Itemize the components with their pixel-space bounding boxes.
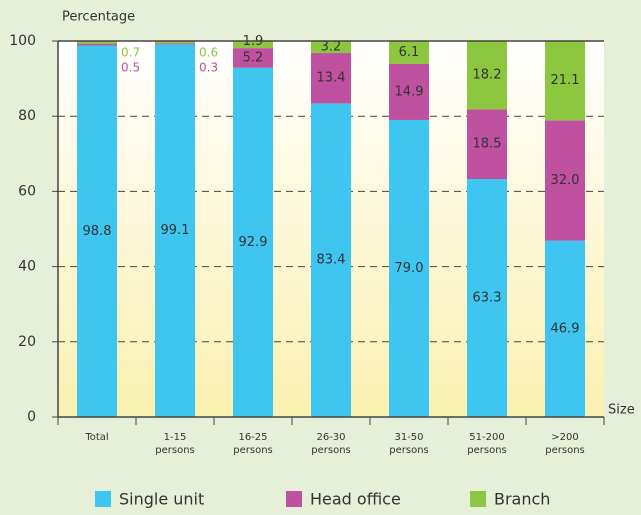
- data-label: 18.5: [473, 137, 502, 152]
- data-label: 0.6: [199, 46, 218, 60]
- data-label: 63.3: [473, 290, 502, 305]
- y-tick-label: 0: [27, 409, 36, 425]
- y-tick-label: 80: [18, 108, 36, 124]
- data-label: 79.0: [395, 261, 424, 276]
- data-label: 13.4: [317, 71, 346, 86]
- data-label: 0.7: [121, 46, 140, 60]
- y-tick-label: 60: [18, 183, 36, 199]
- x-tick-label: 31-50 persons: [389, 432, 429, 456]
- x-tick-label: 16-25 persons: [233, 432, 273, 456]
- data-label: 18.2: [473, 68, 502, 83]
- data-label: 21.1: [551, 73, 580, 88]
- bar-segment: [545, 41, 585, 121]
- bar-segment: [233, 41, 273, 49]
- bar-segment: [155, 41, 195, 44]
- data-label: 83.4: [317, 253, 346, 268]
- y-axis-label: Percentage: [62, 10, 135, 25]
- legend-swatch: [286, 491, 302, 507]
- y-tick-label: 100: [9, 33, 36, 49]
- bar-segment: [389, 119, 429, 418]
- legend-label: Branch: [494, 490, 550, 509]
- bar-segment: [467, 109, 507, 179]
- data-label: 46.9: [551, 321, 580, 336]
- bar-segment: [389, 63, 429, 120]
- legend-swatch: [95, 491, 111, 507]
- legend-label: Single unit: [119, 490, 204, 509]
- x-tick-label: 26-30 persons: [311, 432, 351, 456]
- data-label: 99.1: [161, 223, 190, 238]
- bar-segment: [311, 103, 351, 417]
- bar-segment: [467, 41, 507, 110]
- x-axis-label: Size: [608, 403, 635, 418]
- x-tick-label: Total: [84, 432, 108, 443]
- legend-label: Head office: [310, 490, 401, 509]
- x-tick-label: 1-15 persons: [155, 432, 195, 456]
- bar-segment: [311, 41, 351, 54]
- bar-segment: [77, 41, 117, 44]
- data-label: 3.2: [321, 40, 342, 55]
- data-label: 14.9: [395, 84, 424, 99]
- bar-segment: [233, 48, 273, 68]
- data-label: 6.1: [399, 45, 420, 60]
- data-label: 5.2: [243, 50, 264, 65]
- data-label: 98.8: [83, 224, 112, 239]
- bar-segment: [77, 45, 117, 418]
- x-tick-label: 51-200 persons: [467, 432, 507, 456]
- x-tick-label: >200 persons: [545, 432, 585, 456]
- bar-segment: [77, 43, 117, 46]
- data-label: 0.5: [121, 61, 140, 75]
- bar-segment: [155, 43, 195, 45]
- legend-swatch: [470, 491, 486, 507]
- bar-segment: [389, 41, 429, 64]
- bar-segment: [467, 178, 507, 417]
- y-tick-label: 20: [18, 334, 36, 350]
- data-label: 92.9: [239, 235, 268, 250]
- y-tick-label: 40: [18, 259, 36, 275]
- bar-segment: [233, 67, 273, 418]
- data-label: 32.0: [551, 173, 580, 188]
- bar-segment: [155, 44, 195, 417]
- bar-segment: [545, 120, 585, 241]
- bar-segment: [311, 53, 351, 104]
- bar-segment: [545, 240, 585, 417]
- data-label: 0.3: [199, 61, 218, 75]
